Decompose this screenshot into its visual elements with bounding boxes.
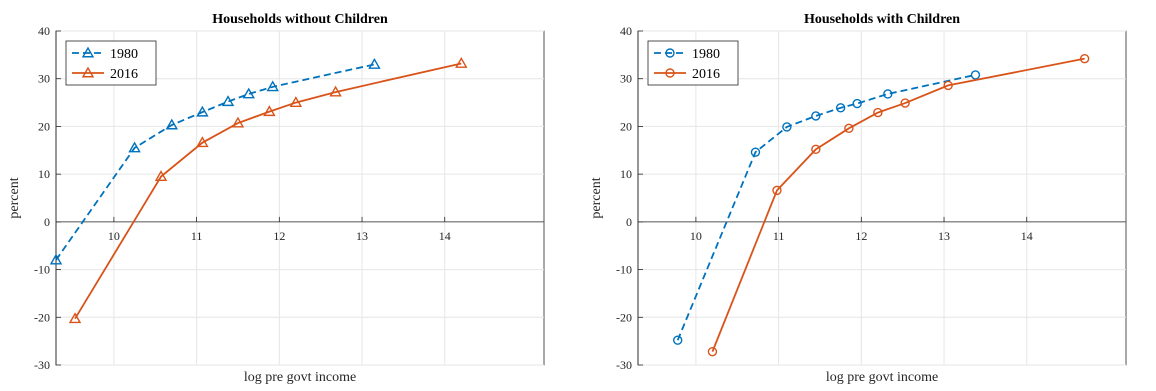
data-point-marker (231, 116, 245, 128)
legend-box (647, 40, 739, 86)
legend: 1980 2016 (647, 40, 739, 86)
x-tick-label: 13 (938, 229, 950, 243)
chart-title: Households with Children (804, 12, 960, 27)
data-point-marker (782, 122, 792, 132)
x-axis-label: log pre govt income (244, 370, 356, 385)
x-tick-label: 11 (773, 229, 785, 243)
data-point-marker (221, 95, 235, 107)
x-tick-label: 12 (855, 229, 867, 243)
data-point-marker (852, 98, 862, 109)
y-tick-label: 0 (626, 215, 632, 229)
y-tick-label: -20 (616, 310, 632, 324)
data-point-marker (154, 170, 168, 181)
data-point-marker (844, 123, 854, 134)
data-point-marker (196, 105, 209, 117)
x-tick-label: 12 (273, 229, 285, 243)
y-tick-label: 40 (38, 24, 50, 38)
legend-marker (665, 68, 675, 78)
chart-title: Households without Children (212, 12, 388, 27)
data-point-marker (750, 147, 761, 157)
legend-marker (81, 46, 95, 58)
y-tick-label: 10 (38, 167, 50, 181)
y-tick-label: 20 (38, 119, 50, 133)
x-axis-label: log pre govt income (826, 370, 938, 385)
plot-area (637, 30, 1127, 366)
data-point-marker (289, 96, 303, 108)
x-tick-label: 11 (191, 229, 203, 243)
data-point-marker (883, 89, 893, 99)
chart-panel-2: -30 -20 -10 0 10 20 30 40 10 11 12 13 14 Households w… (589, 12, 1127, 385)
legend-label: 2016 (110, 67, 138, 82)
series-1980 (673, 70, 981, 345)
data-point-marker (455, 57, 468, 68)
legend-box (65, 40, 157, 86)
data-point-marker (165, 118, 179, 130)
data-point-marker (811, 111, 821, 121)
data-point-marker (835, 103, 846, 113)
x-tick-label: 14 (439, 229, 451, 243)
x-tick-label: 10 (108, 229, 120, 243)
plot-area (55, 30, 545, 366)
y-axis-label: percent (7, 177, 22, 218)
y-tick-label: -10 (616, 263, 632, 277)
legend-label: 2016 (692, 67, 720, 82)
series-line (711, 57, 1085, 352)
y-tick-label: 30 (620, 72, 632, 86)
legend-label: 1980 (110, 47, 138, 62)
data-point-marker (943, 80, 953, 91)
data-point-marker (772, 185, 782, 196)
data-point-marker (128, 141, 141, 153)
data-point-marker (673, 335, 683, 345)
y-tick-label: 20 (620, 119, 632, 133)
data-point-marker (707, 346, 718, 357)
data-point-marker (196, 136, 209, 148)
y-tick-label: -30 (34, 358, 50, 372)
data-point-marker (266, 80, 279, 92)
y-tick-label: 30 (38, 72, 50, 86)
legend-marker (665, 48, 675, 58)
data-point-marker (900, 98, 910, 108)
data-point-marker (242, 87, 255, 99)
legend-marker (81, 66, 95, 78)
series-line (74, 62, 462, 320)
series-line (55, 63, 375, 261)
y-tick-label: -10 (34, 263, 50, 277)
x-tick-label: 10 (690, 229, 702, 243)
data-point-marker (873, 107, 883, 118)
y-tick-label: 0 (44, 215, 50, 229)
data-point-marker (329, 85, 342, 97)
data-point-marker (263, 105, 276, 117)
x-tick-label: 14 (1021, 229, 1033, 243)
y-tick-label: 40 (620, 24, 632, 38)
y-tick-label: -30 (616, 358, 632, 372)
series-2016 (707, 53, 1090, 357)
legend: 1980 2016 (65, 40, 157, 86)
legend-label: 1980 (692, 47, 720, 62)
series-2016 (68, 57, 468, 324)
chart-panel-1: -30 -20 -10 0 10 20 30 40 10 11 12 13 14 Households w… (7, 12, 545, 385)
series-1980 (49, 57, 381, 265)
y-tick-label: -20 (34, 310, 50, 324)
x-tick-label: 13 (356, 229, 368, 243)
y-axis-label: percent (589, 177, 604, 218)
data-point-marker (1079, 53, 1090, 64)
data-point-marker (49, 253, 63, 265)
data-point-marker (970, 70, 981, 80)
data-point-marker (811, 144, 821, 155)
data-point-marker (368, 57, 381, 69)
y-tick-label: 10 (620, 167, 632, 181)
data-point-marker (68, 312, 82, 324)
series-line (676, 74, 976, 341)
